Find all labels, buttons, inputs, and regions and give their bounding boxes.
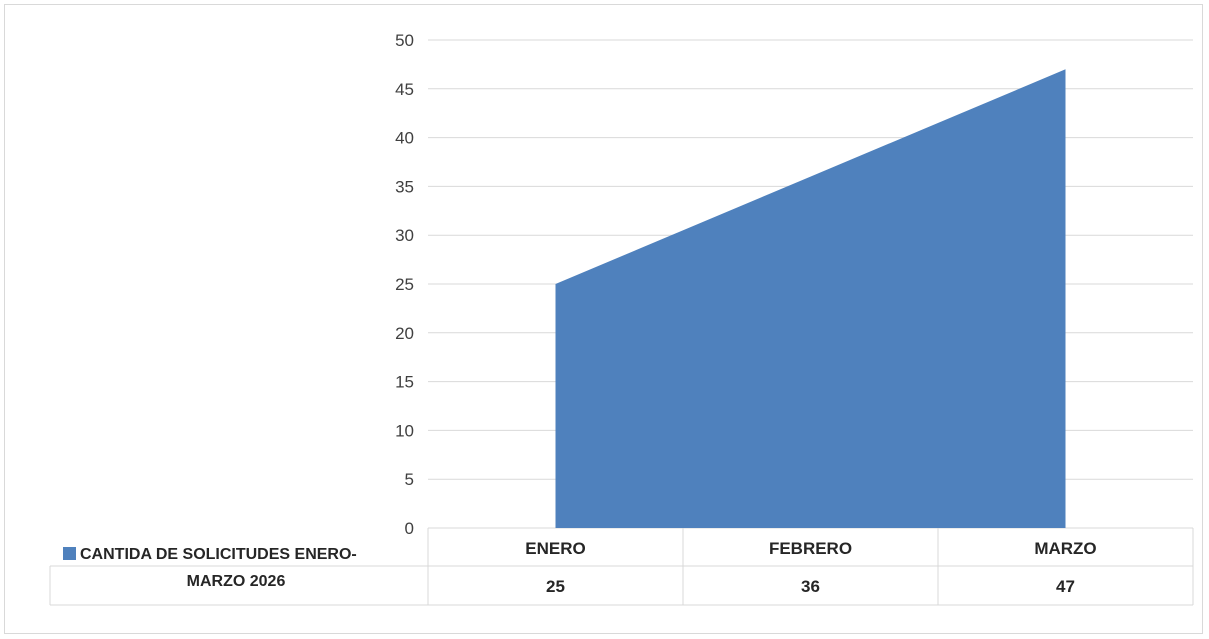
- y-axis-ticks: 0 5 10 15 20 25 30 35 40 45 50: [395, 31, 414, 538]
- y-tick-label: 10: [395, 421, 414, 440]
- data-table: ENERO 25 FEBRERO 36 MARZO 47: [49, 528, 1194, 606]
- table-value: 47: [1056, 577, 1075, 596]
- table-value: 25: [546, 577, 565, 596]
- legend-label-line1: CANTIDA DE SOLICITUDES ENERO-: [80, 546, 357, 563]
- area-fill: [555, 69, 1066, 528]
- area-series: [555, 69, 1066, 528]
- legend-swatch: [63, 547, 76, 560]
- y-tick-label: 35: [395, 177, 414, 196]
- y-tick-label: 30: [395, 226, 414, 245]
- y-tick-label: 0: [405, 519, 414, 538]
- y-tick-label: 20: [395, 324, 414, 343]
- legend: CANTIDA DE SOLICITUDES ENERO- MARZO 2026: [63, 546, 357, 590]
- x-category-label: ENERO: [525, 539, 585, 558]
- y-tick-label: 50: [395, 31, 414, 50]
- x-category-label: FEBRERO: [769, 539, 852, 558]
- x-category-label: MARZO: [1034, 539, 1096, 558]
- y-tick-label: 5: [405, 470, 414, 489]
- y-tick-label: 40: [395, 129, 414, 148]
- y-tick-label: 25: [395, 275, 414, 294]
- y-tick-label: 15: [395, 373, 414, 392]
- legend-label-line2: MARZO 2026: [187, 573, 286, 590]
- y-tick-label: 45: [395, 80, 414, 99]
- table-value: 36: [801, 577, 820, 596]
